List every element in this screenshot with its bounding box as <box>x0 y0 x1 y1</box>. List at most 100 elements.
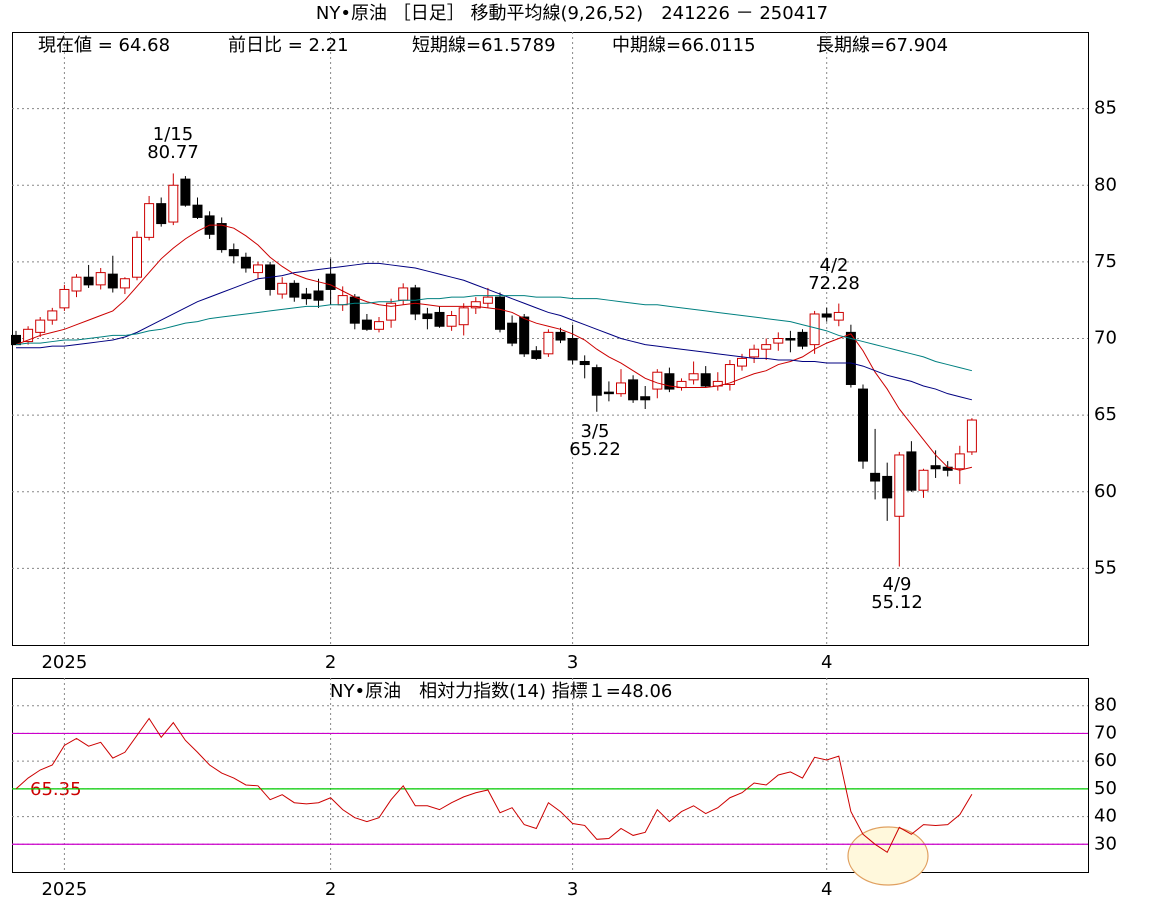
annotation-date: 4/2 <box>820 255 849 276</box>
candle-body <box>410 287 421 315</box>
candle-body <box>374 321 384 330</box>
y-tick-label: 55 <box>1094 557 1117 578</box>
candle-body <box>253 264 263 274</box>
candle-body <box>180 178 191 206</box>
candle-body <box>59 288 70 309</box>
candle-body <box>168 184 179 223</box>
candle-body <box>809 313 820 346</box>
candle-body <box>652 371 663 390</box>
candle-body <box>156 203 167 225</box>
info-text: 長期線=67.904 <box>816 35 948 56</box>
candle-body <box>337 295 348 306</box>
rsi-line <box>15 717 973 854</box>
candle-body <box>918 469 929 491</box>
candle-body <box>495 296 505 330</box>
candle-body <box>906 451 917 491</box>
y-tick-label: 80 <box>1094 174 1117 195</box>
chart-title: NY•原油 ［日足］ 移動平均線(9,26,52) 241226 － 25041… <box>316 3 828 24</box>
info-text: 中期線=66.0115 <box>612 35 756 56</box>
candle-body <box>519 316 530 355</box>
info-text: 前日比 = 2.21 <box>228 35 349 56</box>
candle-body <box>132 236 142 278</box>
highlight-ellipse <box>847 826 929 886</box>
annotation-value: 72.28 <box>808 273 860 294</box>
annotation-date: 1/15 <box>153 124 193 145</box>
rsi-annotation: 65.35 <box>30 779 82 800</box>
candle-body <box>313 290 324 301</box>
candle-body <box>664 373 675 390</box>
rsi-panel-frame <box>12 678 1089 873</box>
annotation-value: 65.22 <box>569 439 621 460</box>
candle-body <box>531 350 542 359</box>
candle-body <box>386 302 397 321</box>
candle-body <box>640 396 651 401</box>
candle-body <box>785 338 796 341</box>
moving-average-line <box>15 224 973 471</box>
candle-body <box>71 276 82 292</box>
candle-body <box>240 256 251 269</box>
candle-body <box>83 276 94 286</box>
candle-body <box>724 364 735 385</box>
x-tick-label: 4 <box>821 879 832 900</box>
candle-body <box>349 296 360 324</box>
x-tick-label: 2 <box>325 652 336 673</box>
moving-average-line <box>15 295 973 372</box>
y-tick-label: 70 <box>1094 722 1117 743</box>
y-tick-label: 85 <box>1094 98 1117 119</box>
candle-body <box>797 331 808 347</box>
y-tick-label: 50 <box>1094 778 1117 799</box>
candle-body <box>761 344 772 350</box>
candle-body <box>591 367 602 396</box>
candle-body <box>555 331 566 341</box>
candle-body <box>966 419 977 453</box>
candle-body <box>458 307 469 326</box>
info-text: 現在値 = 64.68 <box>38 35 170 56</box>
candle-body <box>579 360 590 366</box>
x-tick-label: 2025 <box>41 652 87 673</box>
candle-body <box>628 379 639 401</box>
candle-body <box>482 296 493 304</box>
candle-body <box>749 348 760 358</box>
annotation-date: 4/9 <box>883 574 912 595</box>
candle-body <box>301 293 312 300</box>
y-tick-label: 60 <box>1094 481 1117 502</box>
y-tick-label: 65 <box>1094 404 1117 425</box>
candle-body <box>35 319 46 333</box>
candle-body <box>107 273 118 289</box>
x-tick-label: 4 <box>821 652 832 673</box>
candle-body <box>882 475 893 499</box>
candle-body <box>688 373 699 381</box>
x-tick-label: 2 <box>325 879 336 900</box>
candle-body <box>119 278 130 289</box>
candle-body <box>845 331 856 385</box>
candle-body <box>833 311 844 321</box>
candle-body <box>144 203 155 238</box>
candle-body <box>216 223 227 251</box>
candle-body <box>47 310 58 321</box>
candle-body <box>603 391 614 395</box>
candle-body <box>470 301 481 309</box>
candle-body <box>434 311 445 327</box>
y-tick-label: 40 <box>1094 806 1117 827</box>
x-tick-label: 3 <box>567 652 578 673</box>
annotation-value: 80.77 <box>147 142 199 163</box>
candle-body <box>894 454 905 517</box>
x-tick-label: 3 <box>567 879 578 900</box>
candle-body <box>228 249 239 257</box>
candle-body <box>23 328 34 343</box>
y-tick-label: 80 <box>1094 695 1117 716</box>
candle-body <box>398 287 409 301</box>
rsi-title: NY•原油 相対力指数(14) 指標１=48.06 <box>330 681 672 702</box>
annotation-date: 3/5 <box>581 421 610 442</box>
candle-body <box>289 282 300 298</box>
y-tick-label: 60 <box>1094 750 1117 771</box>
candle-body <box>422 313 433 320</box>
info-text: 短期線=61.5789 <box>412 35 556 56</box>
candle-body <box>95 272 106 286</box>
moving-average-line <box>16 262 973 401</box>
candle-body <box>192 204 203 218</box>
candle-body <box>567 338 578 361</box>
candle-body <box>773 338 784 344</box>
candle-body <box>277 282 288 295</box>
